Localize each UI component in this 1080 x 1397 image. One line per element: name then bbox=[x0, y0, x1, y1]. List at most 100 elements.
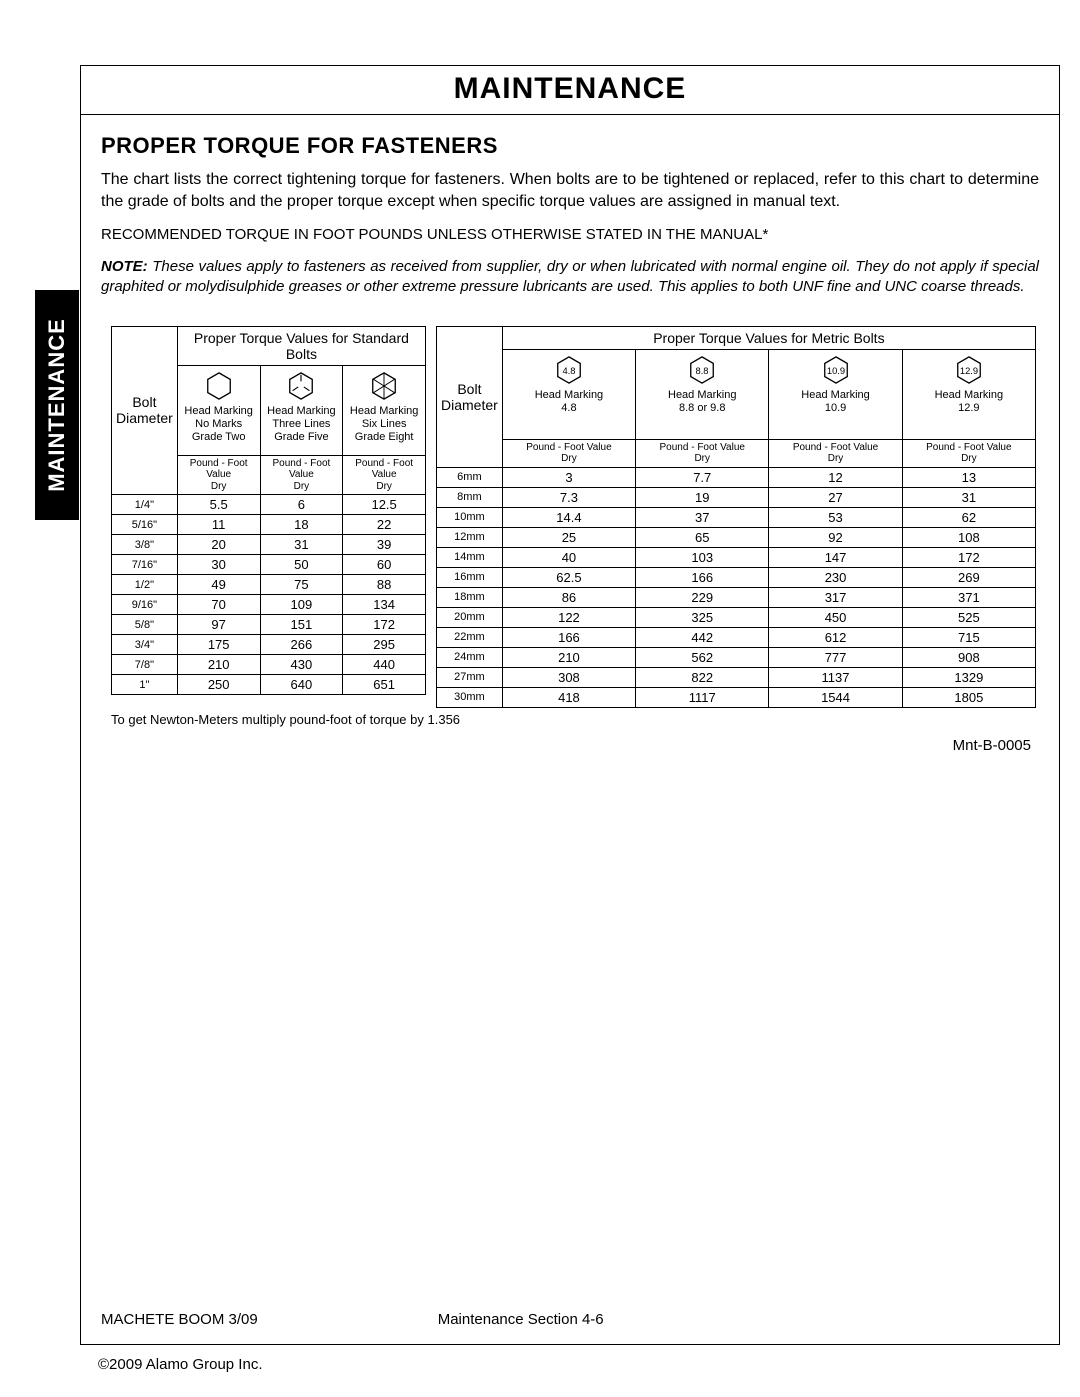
met-cell: 40 bbox=[502, 547, 635, 567]
table-row: 1/2"497588 bbox=[112, 575, 426, 595]
recommended-line: RECOMMENDED TORQUE IN FOOT POUNDS UNLESS… bbox=[101, 226, 1039, 243]
metric-table-wrap: BoltDiameterProper Torque Values for Met… bbox=[436, 326, 1036, 708]
std-subhead-0: Pound - Foot ValueDry bbox=[177, 455, 260, 495]
std-diam: 3/8" bbox=[112, 535, 178, 555]
svg-text:10.9: 10.9 bbox=[826, 365, 844, 375]
page-title-box: MAINTENANCE bbox=[81, 66, 1059, 115]
table-row: 22mm166442612715 bbox=[437, 627, 1036, 647]
met-cell: 715 bbox=[902, 627, 1035, 647]
table-row: 24mm210562777908 bbox=[437, 647, 1036, 667]
met-cell: 27 bbox=[769, 487, 902, 507]
page-frame: MAINTENANCE PROPER TORQUE FOR FASTENERS … bbox=[80, 65, 1060, 1345]
std-diam: 5/16" bbox=[112, 515, 178, 535]
footer: MACHETE BOOM 3/09 Maintenance Section 4-… bbox=[101, 1311, 1039, 1328]
std-cell: 97 bbox=[177, 615, 260, 635]
met-cell: 92 bbox=[769, 527, 902, 547]
met-cell: 1137 bbox=[769, 667, 902, 687]
met-cell: 418 bbox=[502, 687, 635, 707]
met-cell: 777 bbox=[769, 647, 902, 667]
std-diam: 5/8" bbox=[112, 615, 178, 635]
met-diam: 8mm bbox=[437, 487, 503, 507]
std-cell: 12.5 bbox=[343, 495, 426, 515]
std-cell: 75 bbox=[260, 575, 343, 595]
page-title: MAINTENANCE bbox=[454, 72, 687, 105]
table-row: 27mm30882211371329 bbox=[437, 667, 1036, 687]
table-row: 16mm62.5166230269 bbox=[437, 567, 1036, 587]
met-diam: 22mm bbox=[437, 627, 503, 647]
std-cell: 39 bbox=[343, 535, 426, 555]
met-head-1: 8.8Head Marking8.8 or 9.8 bbox=[636, 349, 769, 439]
met-cell: 108 bbox=[902, 527, 1035, 547]
met-cell: 822 bbox=[636, 667, 769, 687]
std-cell: 22 bbox=[343, 515, 426, 535]
std-cell: 70 bbox=[177, 595, 260, 615]
table-row: 1"250640651 bbox=[112, 675, 426, 695]
met-diam: 18mm bbox=[437, 587, 503, 607]
met-cell: 908 bbox=[902, 647, 1035, 667]
hex-icon: 4.8 bbox=[505, 353, 633, 387]
side-tab: MAINTENANCE bbox=[35, 290, 79, 520]
met-cell: 1117 bbox=[636, 687, 769, 707]
met-cell: 1544 bbox=[769, 687, 902, 707]
met-subhead-1: Pound - Foot ValueDry bbox=[636, 439, 769, 467]
table-row: 3/8"203139 bbox=[112, 535, 426, 555]
svg-text:8.8: 8.8 bbox=[696, 365, 709, 375]
met-subhead-3: Pound - Foot ValueDry bbox=[902, 439, 1035, 467]
std-cell: 49 bbox=[177, 575, 260, 595]
std-subhead-1: Pound - Foot ValueDry bbox=[260, 455, 343, 495]
met-cell: 31 bbox=[902, 487, 1035, 507]
met-cell: 122 bbox=[502, 607, 635, 627]
met-cell: 325 bbox=[636, 607, 769, 627]
std-cell: 5.5 bbox=[177, 495, 260, 515]
met-head-2: 10.9Head Marking10.9 bbox=[769, 349, 902, 439]
table-row: 18mm86229317371 bbox=[437, 587, 1036, 607]
std-cell: 250 bbox=[177, 675, 260, 695]
std-head-2: Head MarkingSix LinesGrade Eight bbox=[343, 365, 426, 455]
note-paragraph: NOTE: These values apply to fasteners as… bbox=[101, 257, 1039, 298]
std-cell: 6 bbox=[260, 495, 343, 515]
met-cell: 450 bbox=[769, 607, 902, 627]
table-row: 7/16"305060 bbox=[112, 555, 426, 575]
standard-table-wrap: BoltDiameterProper Torque Values for Sta… bbox=[111, 326, 426, 708]
met-cell: 308 bbox=[502, 667, 635, 687]
std-diam: 9/16" bbox=[112, 595, 178, 615]
table-row: 9/16"70109134 bbox=[112, 595, 426, 615]
met-head-0: 4.8Head Marking4.8 bbox=[502, 349, 635, 439]
std-cell: 440 bbox=[343, 655, 426, 675]
met-cell: 612 bbox=[769, 627, 902, 647]
std-diam: 1" bbox=[112, 675, 178, 695]
footer-left: MACHETE BOOM 3/09 bbox=[101, 1311, 258, 1328]
met-cell: 86 bbox=[502, 587, 635, 607]
table-row: 30mm418111715441805 bbox=[437, 687, 1036, 707]
met-cell: 210 bbox=[502, 647, 635, 667]
std-diam: 3/4" bbox=[112, 635, 178, 655]
hex-icon: 10.9 bbox=[771, 353, 899, 387]
met-cell: 12 bbox=[769, 467, 902, 487]
std-cell: 30 bbox=[177, 555, 260, 575]
table-row: 7/8"210430440 bbox=[112, 655, 426, 675]
std-cell: 430 bbox=[260, 655, 343, 675]
met-diam: 12mm bbox=[437, 527, 503, 547]
std-diam-header: BoltDiameter bbox=[112, 326, 178, 495]
std-head-0: Head MarkingNo MarksGrade Two bbox=[177, 365, 260, 455]
met-cell: 172 bbox=[902, 547, 1035, 567]
note-label: NOTE: bbox=[101, 258, 148, 275]
met-subhead-0: Pound - Foot ValueDry bbox=[502, 439, 635, 467]
svg-text:12.9: 12.9 bbox=[960, 365, 978, 375]
met-diam: 30mm bbox=[437, 687, 503, 707]
footer-center: Maintenance Section 4-6 bbox=[438, 1311, 604, 1328]
std-cell: 151 bbox=[260, 615, 343, 635]
table-row: 1/4"5.5612.5 bbox=[112, 495, 426, 515]
met-cell: 7.3 bbox=[502, 487, 635, 507]
met-diam: 14mm bbox=[437, 547, 503, 567]
std-cell: 651 bbox=[343, 675, 426, 695]
figure-id: Mnt-B-0005 bbox=[101, 737, 1031, 754]
met-cell: 269 bbox=[902, 567, 1035, 587]
table-row: 5/16"111822 bbox=[112, 515, 426, 535]
met-cell: 230 bbox=[769, 567, 902, 587]
std-subhead-2: Pound - Foot ValueDry bbox=[343, 455, 426, 495]
std-cell: 50 bbox=[260, 555, 343, 575]
met-diam: 16mm bbox=[437, 567, 503, 587]
std-cell: 20 bbox=[177, 535, 260, 555]
std-diam: 7/8" bbox=[112, 655, 178, 675]
